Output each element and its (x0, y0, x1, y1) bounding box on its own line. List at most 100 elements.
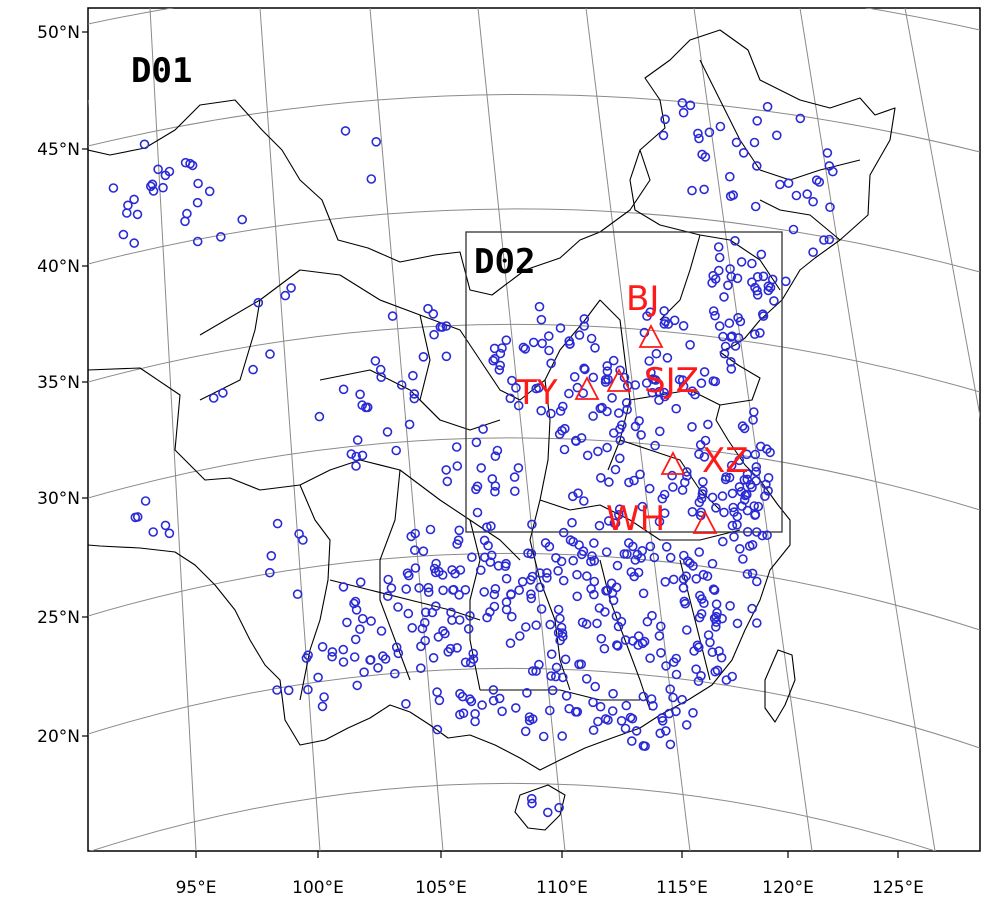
station-marker (545, 619, 556, 630)
station-marker (610, 464, 621, 475)
station-marker (802, 189, 813, 199)
station-marker (467, 552, 477, 563)
station-marker (417, 623, 428, 634)
station-marker (526, 589, 536, 600)
station-marker (668, 482, 678, 492)
station-marker (733, 333, 744, 343)
station-marker (538, 731, 549, 742)
station-marker (752, 285, 762, 296)
station-marker (732, 618, 743, 629)
station-marker (727, 520, 738, 531)
station-marker (526, 793, 537, 804)
d01-label: D01 (131, 51, 192, 91)
station-marker (602, 442, 612, 453)
station-marker (555, 613, 565, 624)
station-marker (494, 365, 505, 375)
station-marker (688, 707, 698, 718)
station-marker (709, 585, 720, 596)
station-marker (534, 301, 545, 312)
station-marker (636, 430, 646, 440)
station-marker (647, 387, 658, 398)
station-marker (614, 504, 625, 515)
station-marker (338, 644, 349, 655)
station-marker (665, 684, 676, 695)
station-marker (696, 608, 707, 619)
station-marker (588, 372, 599, 383)
station-marker (637, 501, 648, 512)
station-marker (546, 671, 556, 681)
station-marker (758, 271, 769, 282)
station-marker (738, 554, 748, 564)
border-west (88, 367, 301, 491)
station-marker (808, 196, 818, 207)
station-marker (132, 512, 143, 522)
station-marker (551, 552, 561, 563)
station-marker (707, 492, 718, 503)
station-marker (707, 647, 718, 658)
station-marker (671, 669, 682, 680)
station-marker (470, 716, 480, 727)
station-marker (595, 701, 606, 712)
station-marker (380, 654, 391, 664)
station-marker (725, 191, 736, 201)
station-marker (693, 676, 704, 687)
station-marker (697, 489, 708, 499)
station-marker (510, 703, 521, 713)
station-marker (724, 171, 735, 182)
station-marker (762, 530, 772, 541)
station-marker (716, 652, 727, 663)
station-marker (588, 411, 598, 421)
station-marker (639, 636, 650, 647)
station-marker (350, 634, 361, 645)
station-marker (537, 338, 548, 349)
station-marker (594, 520, 605, 531)
station-marker (655, 621, 666, 632)
station-marker (488, 685, 499, 695)
station-marker (495, 348, 506, 359)
station-marker (139, 139, 150, 150)
station-marker (327, 647, 338, 657)
station-marker (769, 296, 779, 306)
station-marker (148, 527, 158, 537)
station-marker (403, 608, 414, 619)
station-marker (564, 388, 574, 399)
station-marker (409, 393, 420, 404)
station-marker (708, 270, 719, 281)
station-marker (482, 612, 492, 623)
station-marker (477, 700, 487, 710)
station-marker (579, 321, 590, 331)
station-marker (644, 483, 655, 494)
station-marker (351, 461, 361, 471)
station-marker (542, 807, 553, 818)
lat-line-15 (89, 782, 937, 851)
station-marker (472, 481, 483, 492)
station-marker (185, 158, 195, 169)
station-marker (373, 662, 383, 673)
station-marker (490, 451, 501, 462)
station-marker (589, 589, 599, 600)
station-marker (687, 185, 697, 196)
station-marker (501, 604, 512, 615)
station-marker (570, 706, 581, 717)
station-marker (428, 652, 439, 663)
station-marker (351, 451, 362, 462)
station-marker (419, 617, 430, 628)
station-marker (698, 476, 708, 487)
station-marker (507, 375, 517, 386)
station-marker (536, 405, 547, 416)
station-marker (660, 114, 670, 125)
station-marker (490, 583, 501, 594)
station-marker (732, 273, 743, 284)
city-markers (574, 324, 718, 534)
station-marker (814, 177, 825, 187)
station-marker (454, 589, 464, 600)
station-marker (665, 739, 676, 750)
station-marker (359, 667, 369, 678)
lat-label-35: 35°N (37, 373, 80, 393)
station-marker (719, 292, 729, 302)
station-marker (148, 186, 159, 196)
station-marker (624, 477, 634, 488)
station-marker (645, 653, 655, 664)
station-marker (319, 692, 329, 702)
